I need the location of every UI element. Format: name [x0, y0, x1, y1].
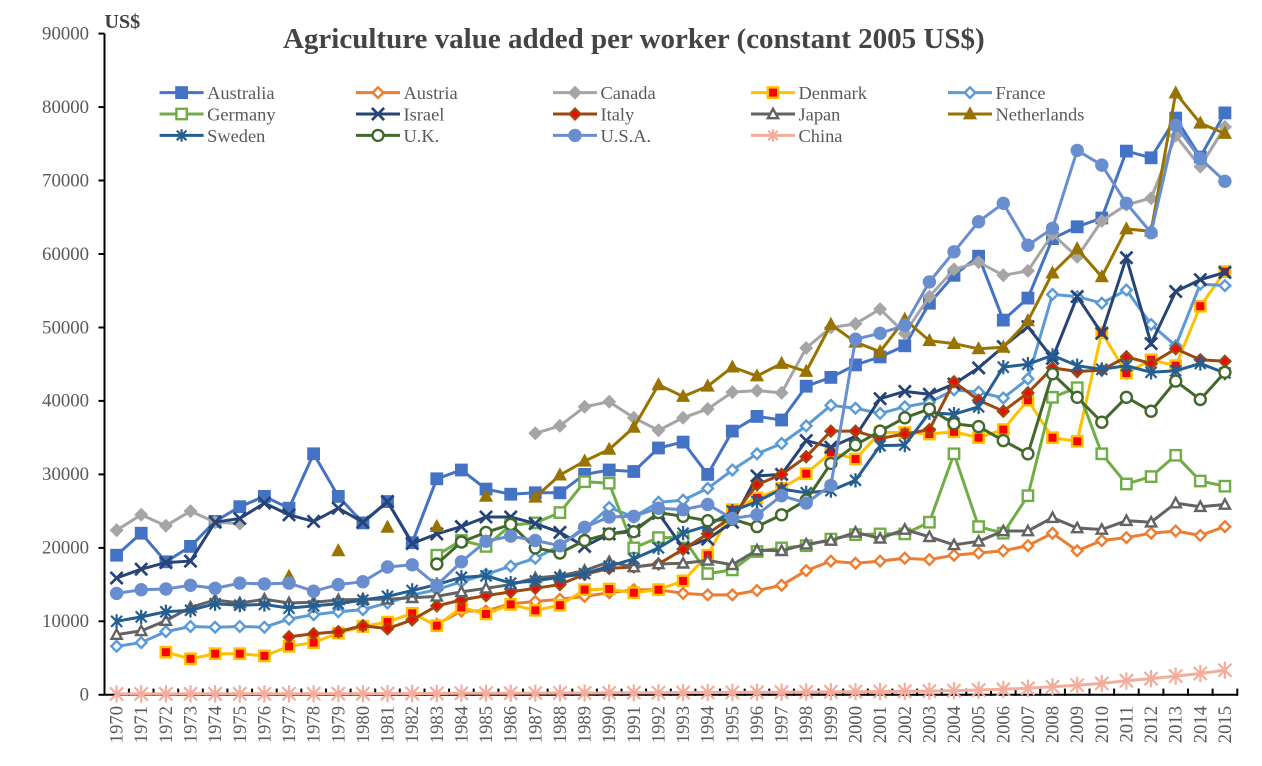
svg-text:2001: 2001 [870, 706, 891, 743]
svg-text:1980: 1980 [353, 706, 374, 743]
svg-text:1992: 1992 [649, 706, 670, 743]
svg-text:U.K.: U.K. [404, 126, 440, 146]
svg-text:2008: 2008 [1043, 706, 1064, 743]
svg-text:China: China [799, 126, 843, 146]
svg-text:70000: 70000 [42, 170, 89, 191]
svg-text:1987: 1987 [525, 706, 546, 743]
svg-text:2007: 2007 [1018, 706, 1039, 743]
svg-text:2011: 2011 [1116, 706, 1137, 743]
svg-text:1979: 1979 [328, 706, 349, 743]
svg-text:Denmark: Denmark [799, 83, 868, 103]
svg-text:1982: 1982 [402, 706, 423, 743]
svg-text:Agriculture value added per wo: Agriculture value added per worker (cons… [283, 23, 985, 55]
svg-text:Sweden: Sweden [207, 126, 265, 146]
svg-text:U.S.A.: U.S.A. [601, 126, 652, 146]
svg-text:40000: 40000 [42, 391, 89, 412]
svg-text:2012: 2012 [1141, 706, 1162, 743]
svg-text:50000: 50000 [42, 317, 89, 338]
svg-text:20000: 20000 [42, 538, 89, 559]
svg-text:2014: 2014 [1190, 706, 1211, 743]
svg-text:Austria: Austria [404, 83, 458, 103]
svg-text:1985: 1985 [476, 706, 497, 743]
svg-text:2015: 2015 [1215, 706, 1236, 743]
svg-text:1988: 1988 [550, 706, 571, 743]
svg-text:1976: 1976 [254, 706, 275, 743]
svg-text:1986: 1986 [501, 706, 522, 743]
svg-text:2003: 2003 [919, 706, 940, 743]
svg-text:2002: 2002 [895, 706, 916, 743]
svg-text:Israel: Israel [404, 105, 445, 125]
svg-text:1973: 1973 [181, 706, 202, 743]
svg-text:1972: 1972 [156, 706, 177, 743]
svg-text:1996: 1996 [747, 706, 768, 743]
svg-text:1995: 1995 [722, 706, 743, 743]
svg-text:Netherlands: Netherlands [996, 105, 1085, 125]
svg-text:Japan: Japan [799, 105, 841, 125]
svg-text:1978: 1978 [304, 706, 325, 743]
svg-text:1989: 1989 [575, 706, 596, 743]
svg-text:1971: 1971 [131, 706, 152, 743]
svg-text:0: 0 [80, 685, 89, 706]
svg-text:1990: 1990 [599, 706, 620, 743]
svg-text:1999: 1999 [821, 706, 842, 743]
svg-text:30000: 30000 [42, 464, 89, 485]
svg-text:2005: 2005 [969, 706, 990, 743]
svg-text:2004: 2004 [944, 706, 965, 743]
svg-text:2010: 2010 [1092, 706, 1113, 743]
svg-text:2000: 2000 [846, 706, 867, 743]
svg-text:60000: 60000 [42, 244, 89, 265]
svg-text:1974: 1974 [205, 706, 226, 743]
svg-text:France: France [996, 83, 1046, 103]
svg-text:Canada: Canada [601, 83, 656, 103]
svg-text:1984: 1984 [451, 706, 472, 743]
svg-text:1975: 1975 [230, 706, 251, 743]
svg-text:1981: 1981 [378, 706, 399, 743]
svg-text:10000: 10000 [42, 611, 89, 632]
svg-text:2013: 2013 [1166, 706, 1187, 743]
svg-text:Italy: Italy [601, 105, 636, 125]
svg-text:2006: 2006 [993, 706, 1014, 743]
svg-text:1997: 1997 [772, 706, 793, 743]
svg-text:1977: 1977 [279, 706, 300, 743]
svg-text:1970: 1970 [107, 706, 128, 743]
svg-text:1983: 1983 [427, 706, 448, 743]
svg-text:1994: 1994 [698, 706, 719, 743]
svg-text:1998: 1998 [796, 706, 817, 743]
svg-text:80000: 80000 [42, 97, 89, 118]
svg-text:Germany: Germany [207, 105, 276, 125]
svg-text:Australia: Australia [207, 83, 274, 103]
svg-text:US$: US$ [105, 11, 141, 33]
svg-text:2009: 2009 [1067, 706, 1088, 743]
svg-text:1993: 1993 [673, 706, 694, 743]
svg-text:90000: 90000 [42, 23, 89, 44]
svg-text:1991: 1991 [624, 706, 645, 743]
